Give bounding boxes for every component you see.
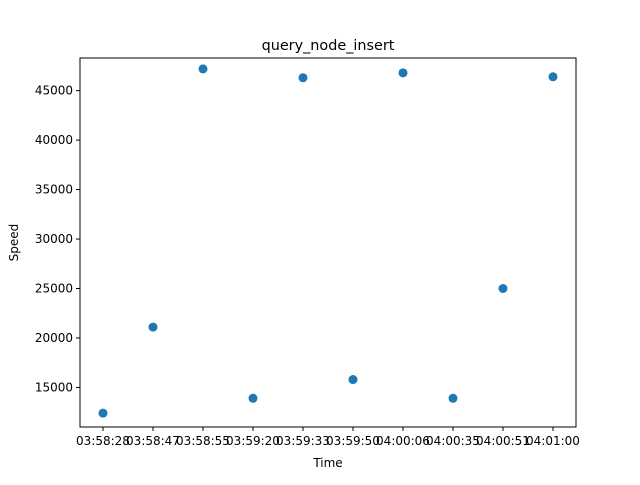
x-tick-label: 03:58:47 bbox=[126, 434, 180, 448]
data-point bbox=[298, 73, 308, 83]
data-points-layer bbox=[98, 64, 558, 418]
x-tick-label: 04:00:51 bbox=[476, 434, 530, 448]
plot-frame bbox=[79, 57, 577, 428]
data-point bbox=[198, 64, 208, 74]
chart-title: query_node_insert bbox=[262, 38, 395, 54]
data-point bbox=[348, 375, 358, 385]
y-tick-label: 20000 bbox=[35, 331, 73, 345]
x-axis-ticks: 03:58:2803:58:4703:58:5503:59:2003:59:33… bbox=[76, 427, 580, 448]
y-tick-label: 30000 bbox=[35, 232, 73, 246]
y-tick-label: 35000 bbox=[35, 183, 73, 197]
data-point bbox=[148, 322, 158, 332]
y-axis-label: Speed bbox=[7, 224, 21, 262]
x-tick-label: 03:59:50 bbox=[326, 434, 380, 448]
x-tick-label: 04:01:00 bbox=[526, 434, 580, 448]
data-point bbox=[448, 393, 458, 403]
data-point bbox=[498, 284, 508, 294]
data-point bbox=[248, 393, 258, 403]
data-point bbox=[548, 72, 558, 82]
x-tick-label: 03:58:55 bbox=[176, 434, 230, 448]
x-tick-label: 04:00:35 bbox=[426, 434, 480, 448]
y-tick-label: 25000 bbox=[35, 282, 73, 296]
x-axis-label: Time bbox=[312, 456, 342, 470]
x-tick-label: 03:59:33 bbox=[276, 434, 330, 448]
x-tick-label: 03:58:28 bbox=[76, 434, 130, 448]
y-tick-label: 15000 bbox=[35, 380, 73, 394]
x-tick-label: 04:00:06 bbox=[376, 434, 430, 448]
data-point bbox=[98, 408, 108, 418]
data-point bbox=[398, 68, 408, 78]
y-tick-label: 45000 bbox=[35, 84, 73, 98]
x-tick-label: 03:59:20 bbox=[226, 434, 280, 448]
y-axis-ticks: 15000 20000 25000 30000 35000 40000 45000 bbox=[35, 84, 80, 394]
y-tick-label: 40000 bbox=[35, 133, 73, 147]
